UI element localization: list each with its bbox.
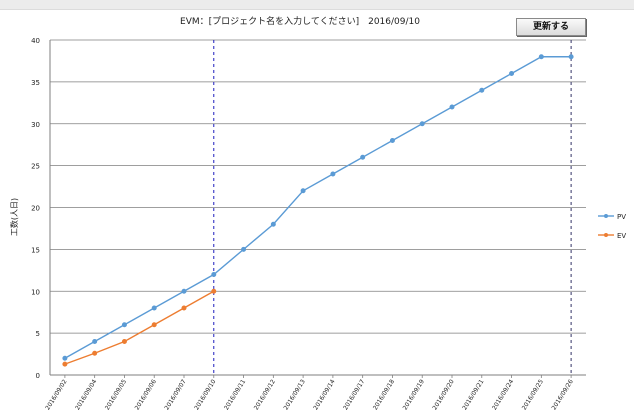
legend-label-ev: EV <box>617 232 626 240</box>
data-point-pv <box>538 54 544 60</box>
y-tick-label: 35 <box>31 79 40 87</box>
data-point-pv <box>568 54 574 60</box>
legend-label-pv: PV <box>617 213 626 221</box>
y-tick-label: 15 <box>31 246 40 254</box>
y-tick-label: 10 <box>31 288 40 296</box>
y-tick-label: 40 <box>31 37 40 45</box>
data-point-pv <box>62 355 68 361</box>
y-tick-label: 5 <box>36 330 40 338</box>
x-tick-label: 2016/09/04 <box>74 378 98 411</box>
x-tick-label: 2016/09/12 <box>253 378 277 411</box>
legend-marker-ev <box>604 233 608 237</box>
y-tick-label: 25 <box>31 163 40 171</box>
data-point-pv <box>509 71 515 76</box>
data-point-pv <box>241 246 247 252</box>
x-tick-label: 2016/09/07 <box>163 378 187 411</box>
x-tick-label: 2016/09/05 <box>104 378 128 411</box>
data-point-pv <box>121 322 127 328</box>
data-point-pv <box>151 305 157 311</box>
data-point-pv <box>211 272 217 277</box>
x-tick-label: 2016/09/24 <box>491 378 515 411</box>
data-point-pv <box>330 171 336 177</box>
x-tick-label: 2016/09/14 <box>312 378 336 411</box>
x-tick-label: 2016/09/11 <box>223 378 247 411</box>
series-line-pv <box>64 56 572 359</box>
data-point-pv <box>479 87 485 93</box>
data-point-ev <box>92 350 98 356</box>
data-point-ev <box>121 339 127 344</box>
chart-title: EVM：[プロジェクト名を入力してください] 2016/09/10 <box>180 17 420 27</box>
x-tick-label: 2016/09/26 <box>551 378 575 411</box>
x-tick-label: 2016/09/21 <box>461 378 485 411</box>
data-point-ev <box>62 361 68 367</box>
x-tick-label: 2016/09/20 <box>431 378 455 411</box>
data-point-pv <box>92 339 98 344</box>
series-line-ev <box>64 290 215 365</box>
y-tick-label: 30 <box>31 121 40 129</box>
data-point-pv <box>181 288 187 294</box>
x-tick-label: 2016/09/06 <box>134 378 158 411</box>
x-tick-label: 2016/09/18 <box>372 378 396 411</box>
x-tick-label: 2016/09/25 <box>521 378 545 411</box>
data-point-pv <box>419 121 425 127</box>
window-top-border <box>0 0 634 10</box>
data-point-ev <box>181 305 187 311</box>
legend-marker-pv <box>604 214 608 218</box>
data-point-pv <box>270 221 276 227</box>
x-tick-label: 2016/09/17 <box>342 378 366 411</box>
data-point-pv <box>300 188 306 194</box>
x-tick-label: 2016/09/13 <box>283 378 307 411</box>
x-tick-label: 2016/09/19 <box>402 378 426 411</box>
data-point-pv <box>360 154 366 160</box>
data-point-pv <box>389 138 395 143</box>
x-tick-label: 2016/09/10 <box>193 378 217 411</box>
y-axis-label: 工数(人日) <box>10 197 19 237</box>
x-tick-label: 2016/09/02 <box>44 378 68 411</box>
update-button[interactable]: 更新する <box>516 18 586 36</box>
data-point-pv <box>449 104 455 110</box>
y-tick-label: 20 <box>31 205 40 213</box>
y-tick-label: 0 <box>36 372 40 380</box>
data-point-ev <box>151 322 157 328</box>
data-point-ev <box>211 288 217 294</box>
